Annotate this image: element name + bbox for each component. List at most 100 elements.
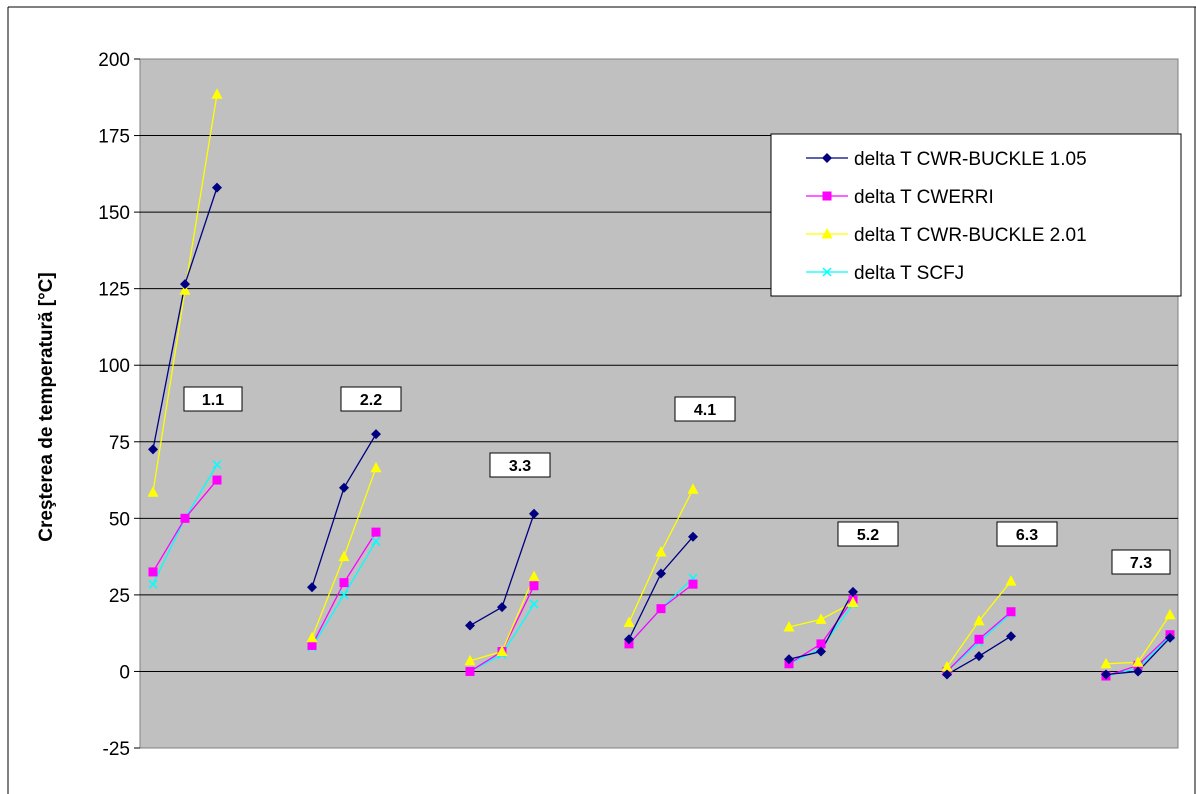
group-label: 3.3 xyxy=(489,452,551,478)
data-point-square xyxy=(212,475,222,485)
data-point-x xyxy=(822,267,832,277)
y-axis-ticks: -25 0 25 50 75 100 125 150 175 200 xyxy=(98,50,140,760)
data-point-square xyxy=(307,640,317,650)
data-point-diamond xyxy=(848,586,858,597)
group-label-text: 1.1 xyxy=(202,392,224,409)
data-point-diamond xyxy=(624,634,634,645)
data-point-square xyxy=(339,578,349,588)
data-point-x-stroke xyxy=(371,536,381,546)
data-point-triangle xyxy=(821,228,833,239)
data-point-triangle xyxy=(147,486,159,497)
data-point-square xyxy=(822,191,832,201)
legend-entry: delta T CWR-BUCKLE 2.01 xyxy=(806,225,1087,246)
data-point-triangle xyxy=(306,631,318,643)
group-label-box xyxy=(674,396,736,422)
group-label: 4.1 xyxy=(674,396,736,422)
data-point-x xyxy=(148,579,158,589)
y-tick-label: -25 xyxy=(103,739,130,760)
data-point-square xyxy=(529,581,539,591)
group-labels: 1.1 2.2 3.3 4.1 5.2 6.3 7.3 xyxy=(183,386,1171,575)
data-point-triangle xyxy=(464,654,476,666)
group-label-box xyxy=(340,386,402,412)
y-tick-label: 100 xyxy=(98,356,130,377)
data-point-diamond xyxy=(816,646,826,657)
data-point-diamond xyxy=(974,651,984,662)
data-point-diamond xyxy=(465,620,475,631)
data-point-x xyxy=(371,536,381,546)
data-point-triangle xyxy=(1100,657,1112,669)
data-point-triangle xyxy=(941,660,953,672)
data-point-triangle xyxy=(973,614,985,626)
data-point-diamond xyxy=(180,279,190,290)
group-label-box xyxy=(837,521,899,547)
legend-label: delta T CWERRI xyxy=(854,187,994,208)
data-point-triangle xyxy=(1132,656,1144,667)
data-point-diamond xyxy=(942,669,952,680)
data-point-diamond xyxy=(1006,631,1016,642)
data-point-x-stroke xyxy=(148,579,158,589)
data-point-square xyxy=(974,634,984,644)
data-point-square xyxy=(148,567,158,577)
group-label-box xyxy=(996,521,1058,547)
data-point-triangle xyxy=(783,621,795,632)
data-point-diamond xyxy=(307,582,317,593)
group-label-text: 7.3 xyxy=(1130,555,1152,572)
data-point-diamond xyxy=(822,153,832,163)
data-point-triangle xyxy=(1005,575,1017,586)
data-point-diamond xyxy=(212,182,222,193)
data-point-diamond xyxy=(371,429,381,440)
data-point-square xyxy=(816,639,826,649)
data-point-triangle xyxy=(815,613,827,624)
data-point-diamond xyxy=(148,444,158,455)
data-point-diamond xyxy=(784,654,794,665)
group-label-text: 2.2 xyxy=(360,392,382,409)
y-axis-label: Creşterea de temperatură [°C] xyxy=(36,272,57,541)
data-point-triangle xyxy=(211,88,223,99)
group-label-text: 5.2 xyxy=(857,527,879,544)
legend-box xyxy=(770,133,1182,297)
data-point-square xyxy=(180,513,190,523)
data-point-x-stroke xyxy=(529,599,539,609)
data-point-triangle xyxy=(179,284,191,295)
data-point-triangle xyxy=(370,461,382,473)
data-point-diamond xyxy=(339,482,349,493)
group-label-text: 6.3 xyxy=(1016,527,1038,544)
data-point-x-stroke xyxy=(339,590,349,600)
data-point-square xyxy=(1006,607,1016,617)
y-tick-label: 125 xyxy=(98,280,130,301)
data-point-triangle xyxy=(496,645,508,657)
data-point-x-stroke xyxy=(212,460,222,470)
series-markers xyxy=(147,88,1176,681)
data-point-diamond xyxy=(1101,669,1111,680)
group-label: 5.2 xyxy=(837,521,899,547)
data-point-square xyxy=(371,527,381,537)
group-label: 1.1 xyxy=(183,386,243,412)
group-label-text: 3.3 xyxy=(509,458,531,475)
data-point-x-stroke xyxy=(822,267,832,277)
data-point-x xyxy=(529,599,539,609)
group-label-text: 4.1 xyxy=(694,402,716,419)
legend: delta T CWR-BUCKLE 1.05 delta T CWERRI del… xyxy=(770,133,1182,297)
y-tick-label: 75 xyxy=(109,433,130,454)
group-label-box xyxy=(183,386,243,412)
data-point-triangle xyxy=(655,546,667,557)
y-tick-label: 0 xyxy=(119,662,130,683)
data-point-x xyxy=(339,590,349,600)
data-point-diamond xyxy=(688,531,698,542)
legend-entry: delta T SCFJ xyxy=(806,263,964,284)
legend-label: delta T CWR-BUCKLE 2.01 xyxy=(854,225,1087,246)
data-point-square xyxy=(688,579,698,589)
group-label-box xyxy=(1111,549,1171,575)
legend-entry: delta T CWR-BUCKLE 1.05 xyxy=(806,149,1087,170)
data-point-diamond xyxy=(1165,632,1175,643)
data-point-triangle xyxy=(528,570,540,582)
y-tick-label: 175 xyxy=(98,127,130,148)
y-tick-label: 25 xyxy=(109,586,130,607)
legend-label: delta T SCFJ xyxy=(854,263,964,284)
legend-entry: delta T CWERRI xyxy=(806,187,994,208)
data-point-square xyxy=(656,604,666,614)
group-label: 7.3 xyxy=(1111,549,1171,575)
y-tick-label: 200 xyxy=(98,50,130,71)
data-point-diamond xyxy=(529,508,539,519)
